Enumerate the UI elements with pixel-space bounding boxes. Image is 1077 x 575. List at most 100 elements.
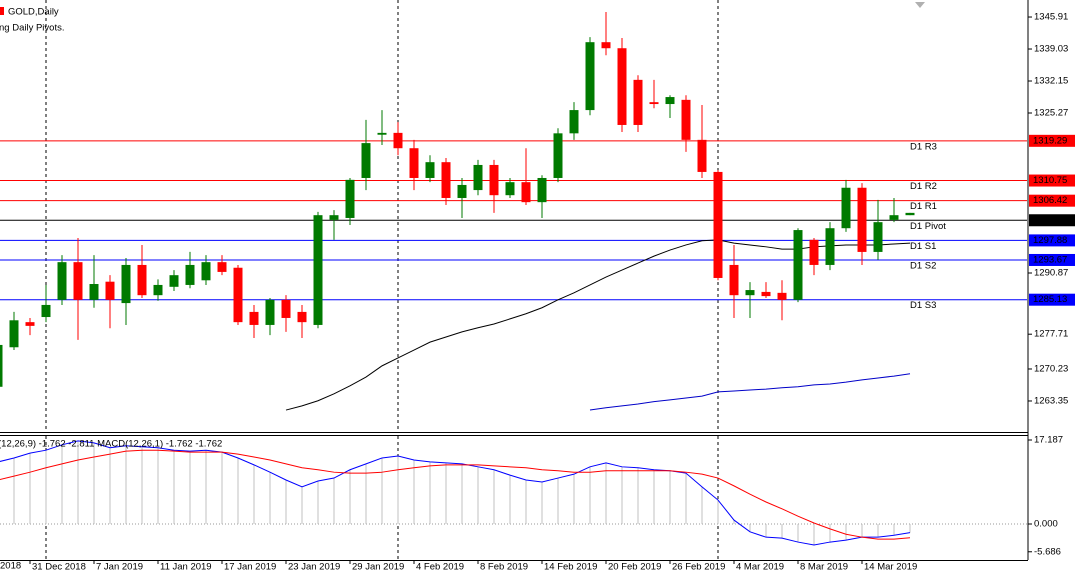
y-tick-label: 1339.03 — [1034, 44, 1068, 55]
x-tick-label: 23 Jan 2019 — [288, 562, 340, 573]
indicator-name: ng Daily Pivots. — [0, 23, 64, 34]
candle-body — [249, 311, 259, 325]
x-tick-label: 31 Dec 2018 — [32, 562, 86, 573]
candle-body — [9, 320, 19, 348]
pivot-price-label: 1302.21 — [1033, 215, 1067, 226]
candle-body — [777, 292, 787, 300]
candle-body — [73, 262, 83, 300]
y-tick-label: -5.686 — [1034, 546, 1061, 557]
candle-body — [905, 212, 915, 216]
y-tick-label: 0.000 — [1034, 519, 1058, 530]
candle-body — [281, 299, 291, 318]
candle-body — [841, 187, 851, 229]
x-tick-label: 14 Mar 2019 — [864, 562, 917, 573]
candle-body — [873, 222, 883, 252]
candle-body — [793, 230, 803, 300]
pivot-price-tag — [1029, 293, 1075, 306]
candle-body — [521, 182, 531, 203]
candle-body — [265, 299, 275, 325]
candle-body — [425, 162, 435, 178]
x-tick-label: 8 Mar 2019 — [800, 562, 848, 573]
y-tick-label: 1345.91 — [1034, 12, 1068, 23]
candle-body — [617, 48, 627, 125]
x-tick-label: 29 Jan 2019 — [352, 562, 404, 573]
candle-body — [409, 148, 419, 178]
x-tick-label: 26 Feb 2019 — [672, 562, 725, 573]
candle-body — [681, 99, 691, 140]
candle-body — [185, 264, 195, 285]
x-tick-label: 4 Mar 2019 — [736, 562, 784, 573]
candle-body — [697, 139, 707, 172]
macd-panel — [0, 436, 1027, 560]
x-tick-label: 4 Feb 2019 — [416, 562, 464, 573]
indicator-line — [0, 440, 911, 546]
candle-body — [89, 284, 99, 300]
price-panel: D1 R3 D1 R2 D1 R1 D1 Pivot D1 S1 D1 S2 D1 S3 — [0, 0, 1027, 432]
candle-body — [505, 182, 515, 196]
candle-body — [585, 42, 595, 111]
y-tick-label: 1270.23 — [1034, 363, 1068, 374]
candle-body — [393, 132, 403, 149]
indicator-line — [589, 373, 911, 411]
pivot-name: D1 R1 — [910, 201, 937, 212]
pivot-name: D1 S2 — [910, 260, 936, 271]
pivot-name: D1 R3 — [910, 141, 937, 152]
x-tick-label: 11 Jan 2019 — [160, 562, 212, 573]
indicator-line — [0, 449, 911, 540]
x-tick-label: 7 Jan 2019 — [96, 562, 143, 573]
candle-body — [569, 110, 579, 134]
y-tick-label: 1290.87 — [1034, 268, 1068, 279]
candle-body — [857, 187, 867, 252]
pivot-price-label: 1285.13 — [1033, 294, 1067, 305]
candle-body — [0, 344, 3, 387]
candle-body — [377, 132, 387, 135]
candle-body — [57, 262, 67, 300]
candle-body — [633, 79, 643, 125]
candle-body — [233, 267, 243, 323]
candle-body — [41, 304, 51, 318]
y-tick-label: 1325.27 — [1034, 108, 1068, 119]
y-tick-label: 1277.71 — [1034, 329, 1068, 340]
pivot-name: D1 S3 — [910, 300, 936, 311]
candle-body — [441, 162, 451, 198]
candle-body — [105, 281, 115, 300]
candle-body — [297, 311, 307, 323]
symbol-marker — [0, 7, 4, 15]
pivot-price-tag — [1029, 214, 1075, 227]
pivot-price-label: 1297.88 — [1033, 235, 1067, 246]
candle-body — [809, 239, 819, 265]
candle-body — [153, 284, 163, 296]
candle-body — [825, 228, 835, 265]
x-tick-label: 17 Jan 2019 — [224, 562, 276, 573]
pivot-price-tag — [1029, 234, 1075, 247]
pivot-price-tag — [1029, 253, 1075, 266]
candle-body — [329, 215, 339, 220]
candle-body — [217, 262, 227, 272]
candle-body — [601, 42, 611, 49]
pivot-price-tag — [1029, 194, 1075, 207]
pivot-price-label: 1306.42 — [1033, 195, 1067, 206]
chart-title: GOLD,Daily — [8, 7, 59, 18]
candle-body — [201, 262, 211, 281]
indicator-line — [285, 239, 911, 411]
scroll-arrow[interactable] — [915, 2, 925, 8]
y-tick-label: 17.187 — [1034, 435, 1063, 446]
x-tick-label: 14 Feb 2019 — [544, 562, 597, 573]
pivot-price-tag — [1029, 174, 1075, 187]
candle-body — [489, 164, 499, 196]
candle-body — [457, 184, 467, 198]
candle-body — [889, 215, 899, 220]
candle-body — [665, 97, 675, 105]
candle-body — [649, 102, 659, 105]
candle-body — [537, 177, 547, 203]
x-tick-label: 2018 — [0, 561, 21, 572]
candle-body — [169, 275, 179, 287]
candle-body — [745, 290, 755, 296]
candle-body — [345, 179, 355, 218]
y-tick-label: 1332.15 — [1034, 76, 1068, 87]
candle-body — [729, 264, 739, 296]
candle-body — [121, 264, 131, 304]
